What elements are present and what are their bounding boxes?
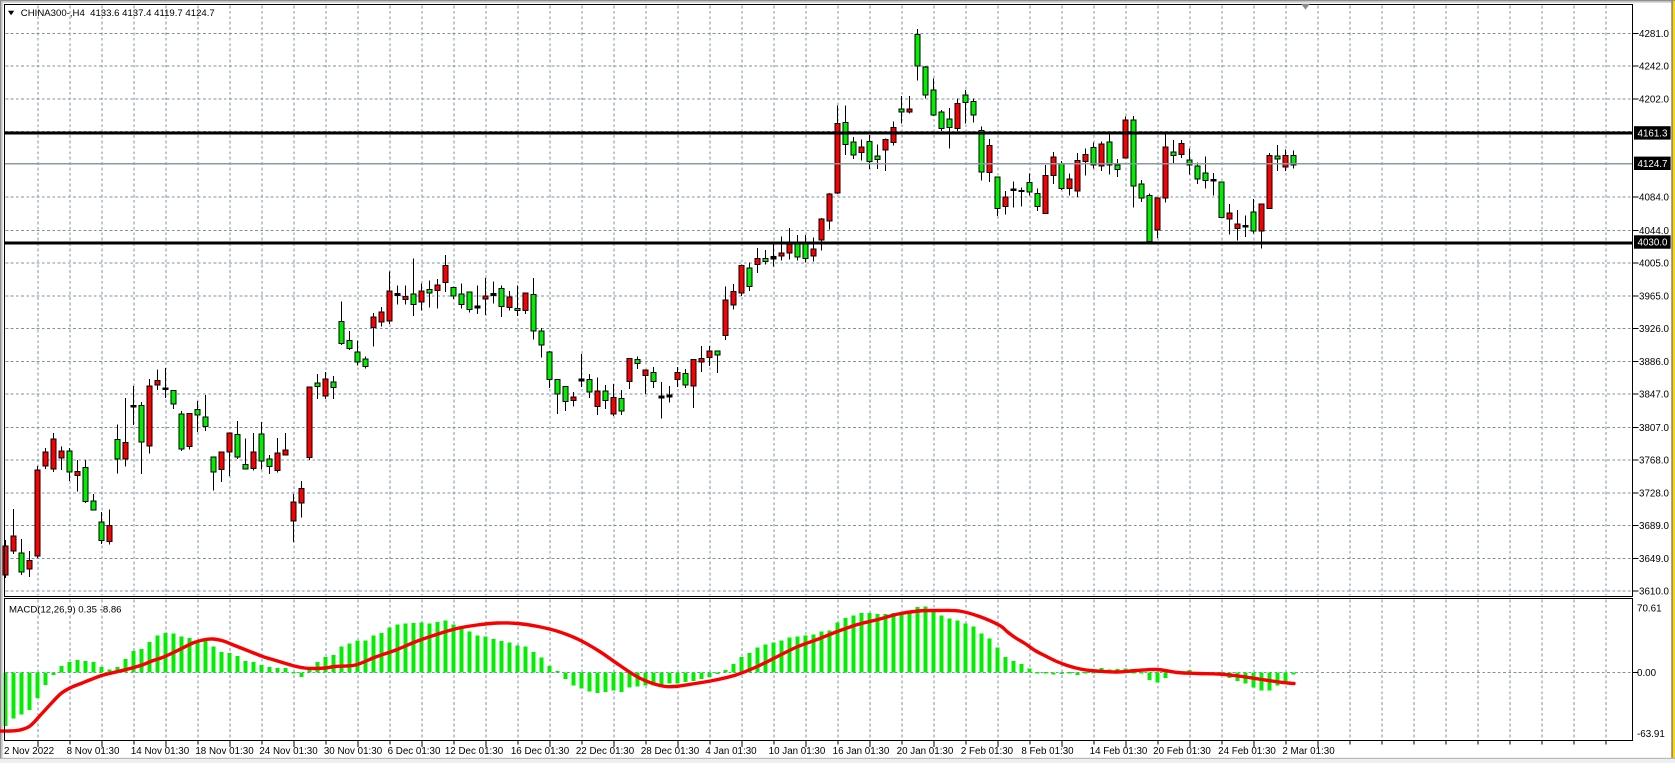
- svg-text:4202.0: 4202.0: [1639, 95, 1670, 106]
- svg-text:4030.0: 4030.0: [1638, 238, 1669, 249]
- svg-text:-63.91: -63.91: [1637, 729, 1665, 740]
- svg-text:4 Jan 01:30: 4 Jan 01:30: [705, 746, 757, 757]
- svg-text:4044.0: 4044.0: [1639, 226, 1670, 237]
- svg-text:4005.0: 4005.0: [1639, 258, 1670, 269]
- svg-text:6 Dec 01:30: 6 Dec 01:30: [388, 746, 441, 757]
- svg-text:3847.0: 3847.0: [1639, 390, 1670, 401]
- svg-text:16 Jan 01:30: 16 Jan 01:30: [833, 746, 890, 757]
- svg-text:CHINA300-,H4 4133.6 4137.4 41: CHINA300-,H4 4133.6 4137.4 4119.7 4124.7: [21, 8, 215, 19]
- svg-text:8 Feb 01:30: 8 Feb 01:30: [1021, 746, 1074, 757]
- svg-text:8 Nov 01:30: 8 Nov 01:30: [67, 746, 120, 757]
- svg-text:3965.0: 3965.0: [1639, 292, 1670, 303]
- svg-text:10 Jan 01:30: 10 Jan 01:30: [769, 746, 826, 757]
- svg-text:14 Nov 01:30: 14 Nov 01:30: [131, 746, 190, 757]
- svg-text:12 Dec 01:30: 12 Dec 01:30: [445, 746, 504, 757]
- svg-text:3649.0: 3649.0: [1639, 554, 1670, 565]
- svg-text:2 Feb 01:30: 2 Feb 01:30: [961, 746, 1014, 757]
- svg-text:14 Feb 01:30: 14 Feb 01:30: [1090, 746, 1148, 757]
- svg-text:4242.0: 4242.0: [1639, 61, 1670, 72]
- svg-text:2 Mar 01:30: 2 Mar 01:30: [1282, 746, 1335, 757]
- svg-text:2 Nov 2022: 2 Nov 2022: [4, 746, 54, 757]
- svg-text:16 Dec 01:30: 16 Dec 01:30: [511, 746, 570, 757]
- svg-text:30 Nov 01:30: 30 Nov 01:30: [324, 746, 383, 757]
- svg-text:MACD(12,26,9) 0.35 -8.86: MACD(12,26,9) 0.35 -8.86: [9, 605, 122, 616]
- svg-text:3886.0: 3886.0: [1639, 357, 1670, 368]
- svg-text:3610.0: 3610.0: [1639, 587, 1670, 598]
- svg-text:4161.3: 4161.3: [1638, 129, 1669, 140]
- svg-text:3807.0: 3807.0: [1639, 423, 1670, 434]
- svg-text:70.61: 70.61: [1637, 604, 1662, 615]
- svg-text:3768.0: 3768.0: [1639, 455, 1670, 466]
- svg-text:3689.0: 3689.0: [1639, 521, 1670, 532]
- svg-text:4281.0: 4281.0: [1639, 29, 1670, 40]
- svg-text:28 Dec 01:30: 28 Dec 01:30: [641, 746, 700, 757]
- svg-text:4084.0: 4084.0: [1639, 193, 1670, 204]
- svg-text:4124.7: 4124.7: [1638, 159, 1668, 170]
- svg-text:20 Feb 01:30: 20 Feb 01:30: [1153, 746, 1211, 757]
- svg-text:3728.0: 3728.0: [1639, 489, 1670, 500]
- svg-text:24 Feb 01:30: 24 Feb 01:30: [1218, 746, 1276, 757]
- svg-text:0.00: 0.00: [1637, 668, 1657, 679]
- svg-text:18 Nov 01:30: 18 Nov 01:30: [195, 746, 254, 757]
- svg-text:3926.0: 3926.0: [1639, 324, 1670, 335]
- svg-text:20 Jan 01:30: 20 Jan 01:30: [897, 746, 954, 757]
- svg-text:24 Nov 01:30: 24 Nov 01:30: [259, 746, 318, 757]
- svg-text:22 Dec 01:30: 22 Dec 01:30: [576, 746, 635, 757]
